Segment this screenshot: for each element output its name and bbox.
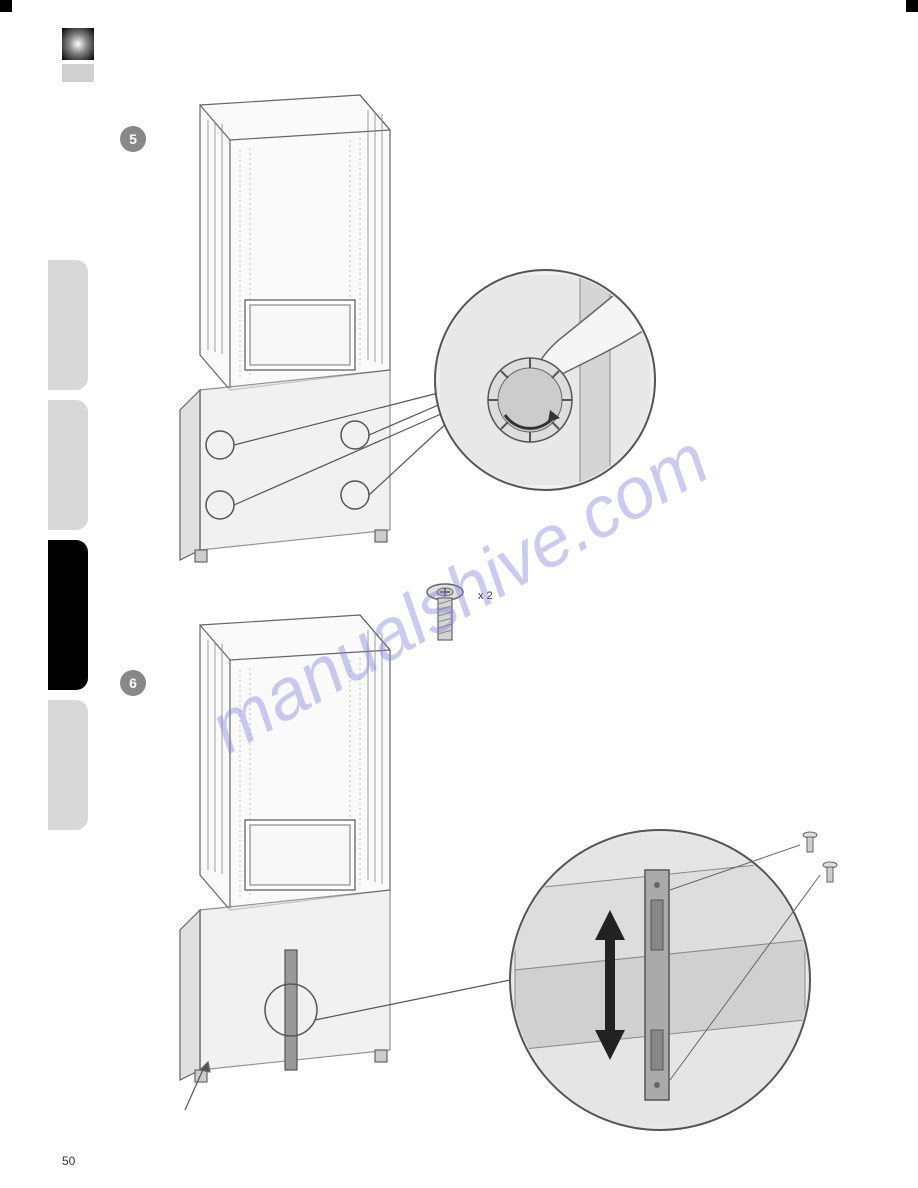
corner-mark-tr xyxy=(906,0,918,12)
header-icon xyxy=(62,28,94,60)
page-number: 50 xyxy=(62,1154,75,1168)
header-icon-shadow xyxy=(62,64,94,82)
diagram-step-5 xyxy=(150,90,670,580)
side-tab-1 xyxy=(48,260,88,390)
step-5-label: 5 xyxy=(129,131,137,147)
step-number-6: 6 xyxy=(120,670,146,696)
step-6-label: 6 xyxy=(129,675,137,691)
corner-mark-tl xyxy=(0,0,12,12)
screw-count-label: x 2 xyxy=(478,590,493,602)
side-tab-3 xyxy=(48,540,88,690)
side-tab-4 xyxy=(48,700,88,830)
step-number-5: 5 xyxy=(120,126,146,152)
diagram-step-6 xyxy=(150,610,870,1140)
side-tab-2 xyxy=(48,400,88,530)
